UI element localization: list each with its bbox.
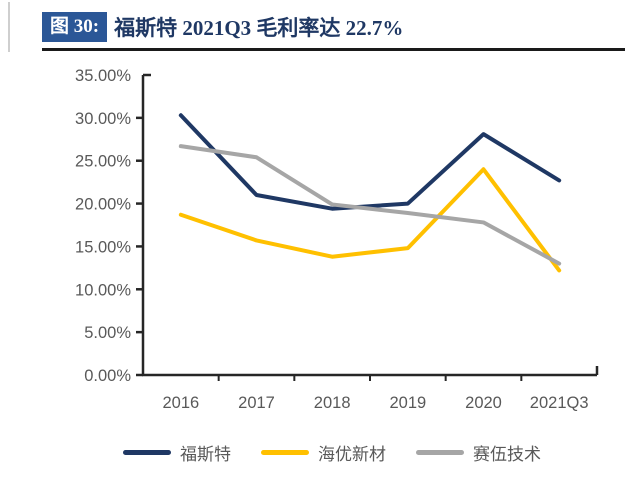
line-chart-canvas: 0.00% 5.00% 10.00% 15.00% 20.00% 25.00% 30.00%… [75,67,599,412]
series-line-1 [178,167,562,273]
chart-legend: 福斯特 海优新材 赛伍技术 [12,434,640,470]
series-line-2 [178,144,562,266]
legend-label: 赛伍技术 [473,444,541,464]
x-axis-label: 2018 [314,394,351,412]
x-axis-label: 2020 [465,394,502,412]
gross-margin-line-chart: 0.00% 5.00% 10.00% 15.00% 20.00% 25.00% 30.00%… [0,55,640,415]
header-rule [42,48,625,51]
legend-line-swatch [261,449,309,455]
legend-item-1: 海优新材 [261,440,386,465]
x-axis-label: 2017 [238,394,275,412]
y-axis-label: 25.00% [75,153,131,171]
legend-label: 福斯特 [180,444,231,464]
y-axis-label: 10.00% [75,281,131,299]
y-axis-label: 15.00% [75,238,131,256]
page-left-border-line [8,2,10,52]
x-axis-label: 2021Q3 [530,394,589,412]
legend-item-2: 赛伍技术 [416,440,541,465]
y-axis-label: 20.00% [75,196,131,214]
x-axis-label: 2016 [162,394,199,412]
y-axis-label: 5.00% [84,324,131,342]
y-axis-label: 0.00% [84,367,131,385]
y-axis-label: 30.00% [75,110,131,128]
legend-line-swatch [416,449,464,455]
figure-header: 图 30: 福斯特 2021Q3 毛利率达 22.7% [42,10,630,44]
legend-label: 海优新材 [318,444,386,464]
figure-number-badge: 图 30: [42,12,108,42]
x-axis-label: 2019 [389,394,426,412]
legend-line-swatch [123,449,171,455]
figure-title: 福斯特 2021Q3 毛利率达 22.7% [114,16,404,40]
legend-item-0: 福斯特 [123,440,231,465]
y-axis-label: 35.00% [75,67,131,85]
series-line-0 [178,113,562,211]
